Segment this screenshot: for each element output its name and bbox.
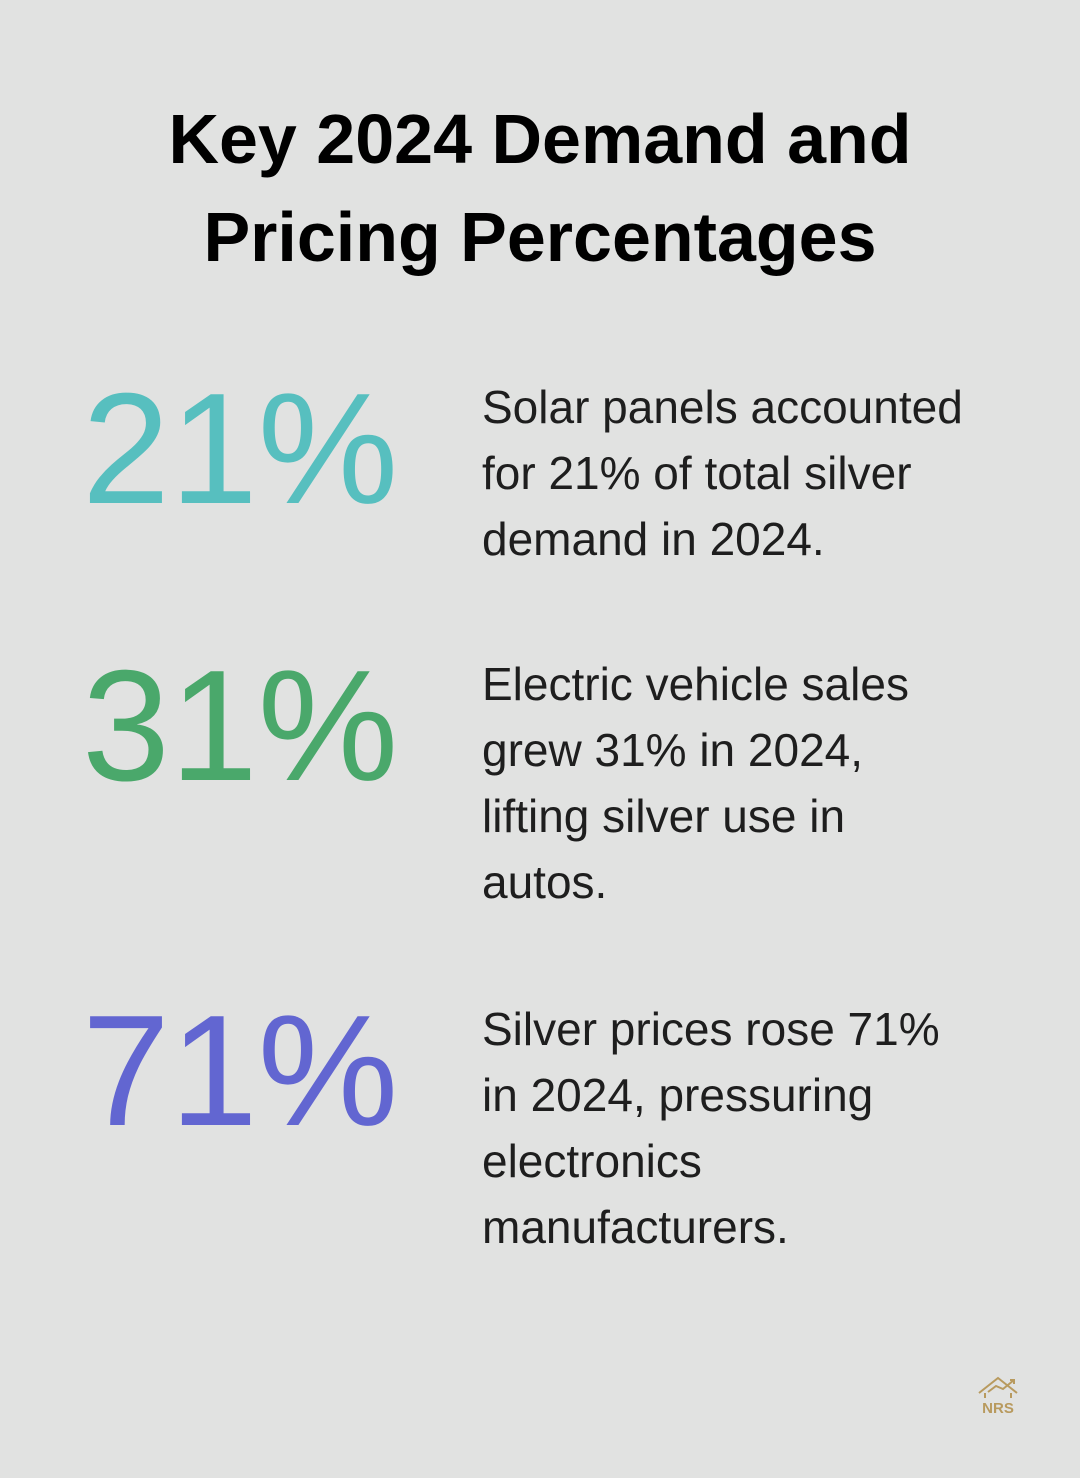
stat-description: for 21% of total silver: [482, 447, 912, 499]
stat-description: Solar panels accounted: [482, 381, 963, 433]
logo-icon: [978, 1376, 1018, 1398]
stat-description: Silver prices rose 71%: [482, 1003, 940, 1055]
stat-value: 31%: [82, 638, 398, 814]
stat-description: autos.: [482, 856, 607, 908]
stat-value: 21%: [82, 361, 398, 537]
stat-description: in 2024, pressuring: [482, 1069, 873, 1121]
title-line: Key 2024 Demand and: [168, 100, 911, 178]
stat-description: Electric vehicle sales: [482, 658, 909, 710]
logo-text: NRS: [982, 1400, 1014, 1417]
title-line: Pricing Percentages: [203, 198, 876, 276]
stat-description: lifting silver use in: [482, 790, 845, 842]
stat-description: grew 31% in 2024,: [482, 724, 863, 776]
stat-value: 71%: [82, 983, 398, 1159]
stat-description: manufacturers.: [482, 1201, 789, 1253]
stat-description: electronics: [482, 1135, 702, 1187]
stat-description: demand in 2024.: [482, 513, 825, 565]
